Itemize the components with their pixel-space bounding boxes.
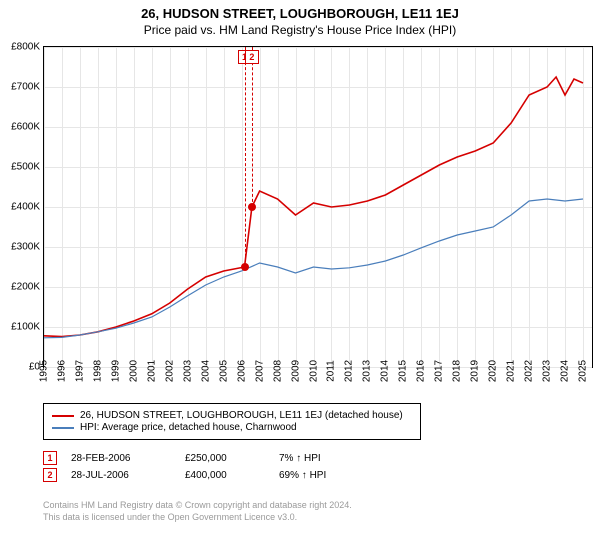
- event-price: £400,000: [185, 470, 265, 481]
- chart-subtitle: Price paid vs. HM Land Registry's House …: [0, 23, 600, 37]
- legend-label: 26, HUDSON STREET, LOUGHBOROUGH, LE11 1E…: [80, 410, 403, 421]
- legend-item: 26, HUDSON STREET, LOUGHBOROUGH, LE11 1E…: [52, 410, 412, 421]
- event-date: 28-JUL-2006: [71, 470, 171, 481]
- legend-swatch: [52, 415, 74, 417]
- plot-area: £0£100K£200K£300K£400K£500K£600K£700K£80…: [43, 46, 593, 368]
- copyright-note: Contains HM Land Registry data © Crown c…: [43, 500, 352, 523]
- y-tick-label: £500K: [11, 162, 40, 173]
- y-tick-label: £200K: [11, 282, 40, 293]
- event-row: 2 28-JUL-2006 £400,000 69% ↑ HPI: [43, 468, 326, 482]
- legend: 26, HUDSON STREET, LOUGHBOROUGH, LE11 1E…: [43, 403, 421, 440]
- marker-dot-1: [241, 263, 249, 271]
- chart-container: { "title": "26, HUDSON STREET, LOUGHBORO…: [0, 0, 600, 560]
- event-marker-box: 1: [43, 451, 57, 465]
- legend-label: HPI: Average price, detached house, Char…: [80, 422, 297, 433]
- series-property: [44, 77, 583, 337]
- event-pct: 7% ↑ HPI: [279, 453, 321, 464]
- y-tick-label: £400K: [11, 202, 40, 213]
- event-list: 1 28-FEB-2006 £250,000 7% ↑ HPI 2 28-JUL-2006…: [43, 448, 326, 485]
- marker-callout-2: 2: [245, 50, 259, 64]
- event-pct: 69% ↑ HPI: [279, 470, 326, 481]
- event-row: 1 28-FEB-2006 £250,000 7% ↑ HPI: [43, 451, 326, 465]
- marker-dot-2: [248, 203, 256, 211]
- event-date: 28-FEB-2006: [71, 453, 171, 464]
- y-tick-label: £800K: [11, 42, 40, 53]
- y-tick-label: £700K: [11, 82, 40, 93]
- chart-title: 26, HUDSON STREET, LOUGHBOROUGH, LE11 1E…: [0, 0, 600, 21]
- legend-swatch: [52, 427, 74, 429]
- legend-item: HPI: Average price, detached house, Char…: [52, 422, 412, 433]
- copyright-line2: This data is licensed under the Open Gov…: [43, 512, 352, 524]
- event-marker-box: 2: [43, 468, 57, 482]
- y-tick-label: £600K: [11, 122, 40, 133]
- y-tick-label: £300K: [11, 242, 40, 253]
- y-tick-label: £100K: [11, 322, 40, 333]
- event-price: £250,000: [185, 453, 265, 464]
- copyright-line1: Contains HM Land Registry data © Crown c…: [43, 500, 352, 512]
- series-hpi: [44, 199, 583, 338]
